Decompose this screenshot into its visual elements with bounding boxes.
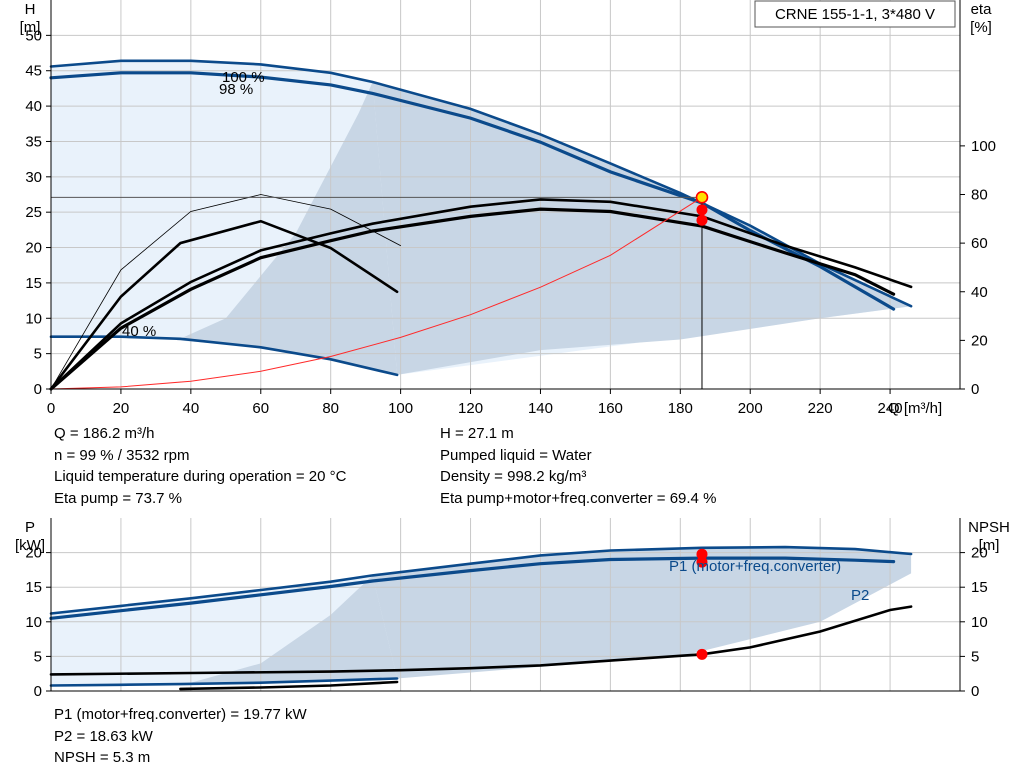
y-tick-label-15: 15 — [25, 275, 42, 292]
bottom-y-tick-label-5: 5 — [34, 648, 42, 665]
eta-point-1 — [696, 214, 708, 226]
head-curve-100 — [49, 59, 913, 308]
info-left: Q = 186.2 m³/h n = 99 % / 3532 rpm Liqui… — [54, 423, 346, 509]
y2-tick-label-80: 80 — [971, 187, 988, 204]
chart-title: CRNE 155-1-1, 3*480 V — [775, 6, 935, 23]
info-eta-pump: Eta pump = 73.7 % — [54, 489, 182, 507]
operating-point — [695, 191, 709, 204]
bottom-y-tick-label-10: 10 — [25, 614, 42, 631]
x-tick-label-20: 20 — [113, 400, 130, 417]
bottom-y-tick-label-15: 15 — [25, 579, 42, 596]
bottom-ticks: 0 5 10 15 20 0 5 10 15 20 — [25, 545, 987, 700]
info-flow: Q = 186.2 m³/h — [54, 425, 155, 442]
p2-curve — [49, 556, 896, 620]
bottom-point-0 — [696, 548, 708, 560]
info-head: H = 27.1 m — [440, 425, 514, 442]
power-range — [372, 547, 912, 679]
eta-curve-40 — [49, 219, 399, 391]
npsh-curve — [49, 605, 913, 676]
x-tick-label-240: 240 — [878, 400, 903, 417]
info-temperature: Liquid temperature during operation = 20… — [54, 468, 347, 485]
bottom-y-tick-label-20: 20 — [25, 545, 42, 562]
y-axis-label-head: H [m] — [20, 1, 41, 36]
y-tick-label-40: 40 — [25, 98, 42, 115]
x-tick-label-100: 100 — [388, 400, 413, 417]
power-curve-40 — [49, 677, 399, 687]
bottom-y2-tick-label-15: 15 — [971, 579, 988, 596]
y2-tick-label-40: 40 — [971, 284, 988, 301]
y-tick-label-10: 10 — [25, 310, 42, 327]
y2-tick-label-100: 100 — [971, 138, 996, 155]
y-tick-label-50: 50 — [25, 27, 42, 44]
eta-curve-thin — [50, 194, 401, 390]
info-bottom: P1 (motor+freq.converter) = 19.77 kW P2 … — [54, 704, 307, 769]
info-right: H = 27.1 m Pumped liquid = Water Density… — [440, 423, 716, 509]
bottom-y-tick-label-0: 0 — [34, 683, 42, 700]
info-speed: n = 99 % / 3532 rpm — [54, 446, 190, 464]
y-tick-label-35: 35 — [25, 133, 42, 150]
x-tick-label-40: 40 — [183, 400, 200, 417]
p1-curve — [49, 545, 913, 615]
info-liquid: Pumped liquid = Water — [440, 446, 592, 464]
info-eta-total: Eta pump+motor+freq.converter = 69.4 % — [440, 489, 717, 507]
bottom-y2-tick-label-5: 5 — [971, 648, 979, 665]
y2-tick-label-60: 60 — [971, 235, 988, 252]
x-tick-label-200: 200 — [738, 400, 763, 417]
bottom-y2-tick-label-20: 20 — [971, 545, 988, 562]
y-tick-label-20: 20 — [25, 240, 42, 257]
eta-curve-100 — [49, 198, 913, 391]
y-tick-label-45: 45 — [25, 63, 42, 80]
x-tick-label-0: 0 — [47, 400, 55, 417]
info-npsh: NPSH = 5.3 m — [54, 749, 151, 766]
x-tick-label-80: 80 — [322, 400, 339, 417]
p2-curve-label: P2 — [851, 587, 869, 604]
x-tick-label-140: 140 — [528, 400, 553, 417]
operating-range — [372, 82, 912, 375]
info-p2: P2 = 18.63 kW — [54, 727, 153, 745]
x-tick-label-60: 60 — [252, 400, 269, 417]
npsh-curve-40 — [179, 680, 399, 691]
top-curves-layer — [49, 59, 913, 391]
x-tick-label-160: 160 — [598, 400, 623, 417]
y-tick-label-0: 0 — [34, 381, 42, 398]
eta-curve-98 — [49, 207, 896, 391]
y2-tick-label-0: 0 — [971, 381, 979, 398]
x-axis-label: Q [m³/h] — [888, 400, 942, 417]
bottom-curves-layer — [49, 545, 913, 691]
bottom-region-layer — [51, 547, 912, 686]
bottom-y2-tick-label-10: 10 — [971, 614, 988, 631]
top-ticks: 0 20 40 60 80 100 120 140 160 180 200 220 2400510152… — [25, 27, 996, 417]
y2-axis-label-eta: eta [%] — [970, 1, 992, 36]
y-axis-label-power: P [kW] — [15, 519, 45, 554]
info-density: Density = 998.2 kg/m³ — [440, 468, 587, 485]
y-tick-label-30: 30 — [25, 169, 42, 186]
x-tick-label-220: 220 — [808, 400, 833, 417]
y2-tick-label-20: 20 — [971, 332, 988, 349]
top-region-layer — [51, 60, 912, 375]
x-tick-label-120: 120 — [458, 400, 483, 417]
operating-range-wedge — [176, 82, 398, 375]
speed-label-100: 100 % — [222, 69, 265, 86]
system-curve — [50, 196, 703, 390]
eta-point-0 — [696, 204, 708, 216]
speed-label-40: 40 % — [122, 323, 156, 340]
p1-curve-label: P1 (motor+freq.converter) — [669, 558, 841, 575]
bottom-point-2 — [696, 648, 708, 660]
title-box — [754, 0, 956, 28]
y2-axis-label-npsh: NPSH [m] — [968, 519, 1010, 554]
bottom-y2-tick-label-0: 0 — [971, 683, 979, 700]
info-p1: P1 (motor+freq.converter) = 19.77 kW — [54, 706, 307, 723]
power-range-wedge — [190, 575, 398, 683]
bottom-frame — [50, 518, 961, 692]
speed-label-98: 98 % — [219, 81, 253, 98]
x-tick-label-180: 180 — [668, 400, 693, 417]
bottom-point-1 — [696, 556, 708, 568]
y-tick-label-25: 25 — [25, 204, 42, 221]
head-curve-98 — [49, 71, 896, 311]
y-tick-label-5: 5 — [34, 346, 42, 363]
